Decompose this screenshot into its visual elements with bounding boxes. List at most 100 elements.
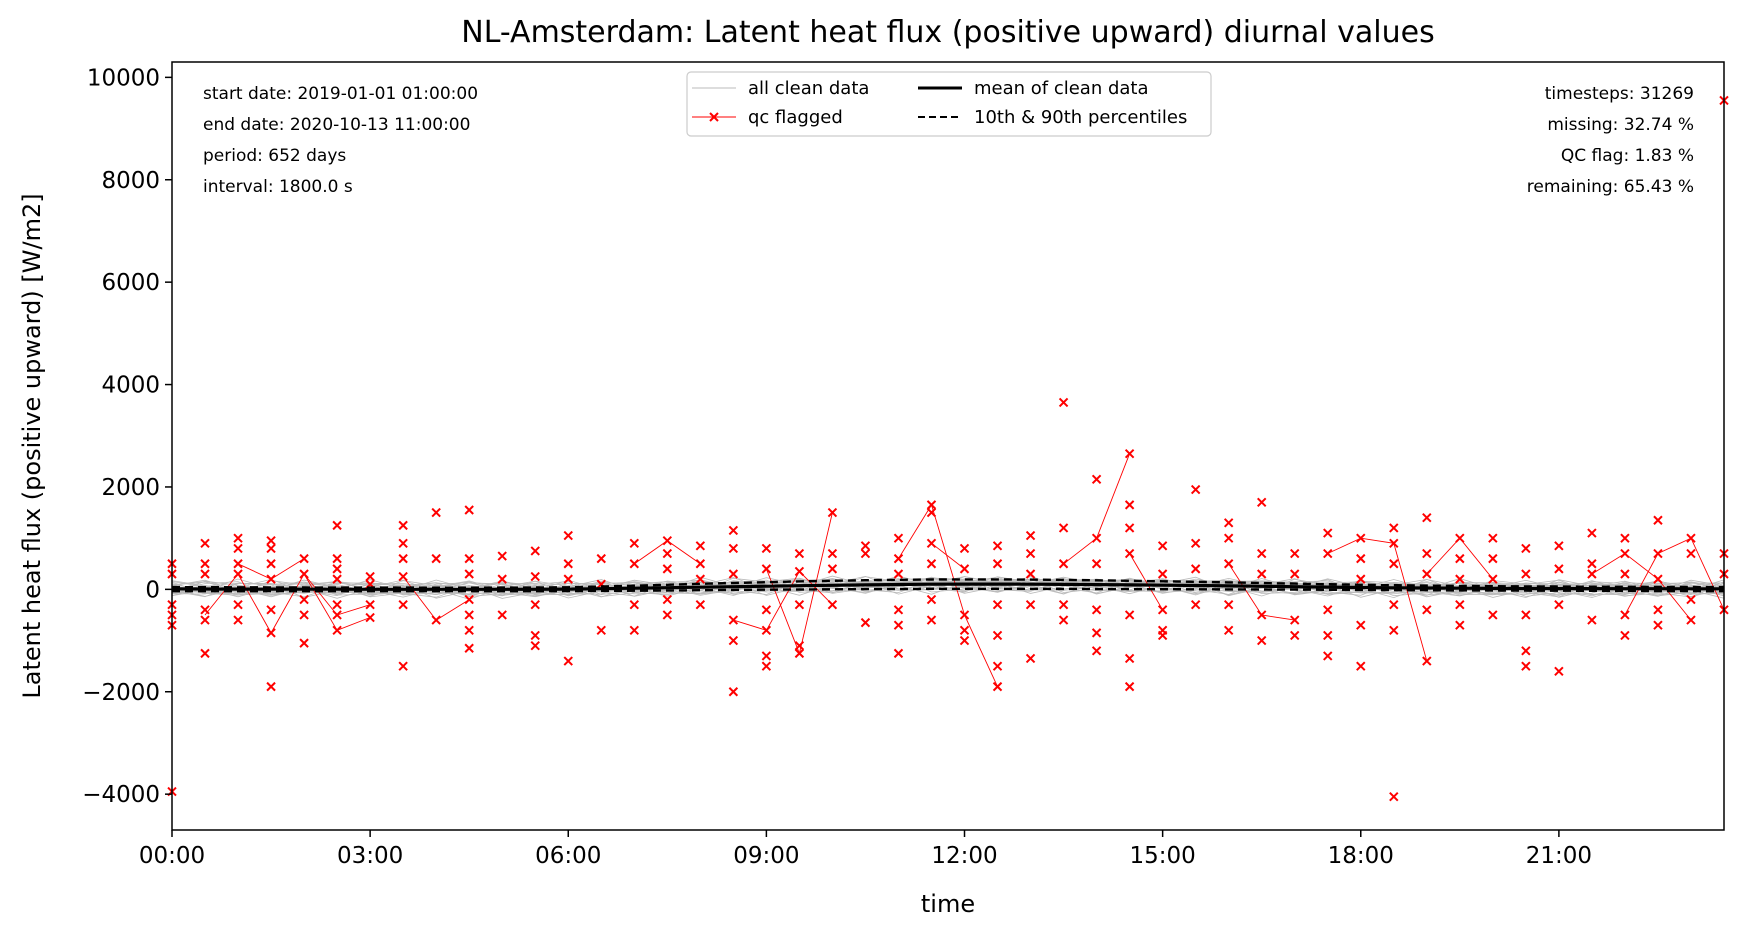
- qc-flagged-point: [299, 638, 309, 648]
- qc-flagged-line: [733, 570, 833, 631]
- qc-flagged-point: [1587, 559, 1597, 569]
- qc-flagged-point: [266, 681, 276, 692]
- x-tick-label: 18:00: [1328, 843, 1394, 869]
- qc-flagged-point: [464, 625, 474, 636]
- qc-flagged-point: [1223, 533, 1234, 543]
- qc-flagged-point: [530, 630, 540, 641]
- qc-flagged-point: [1091, 605, 1102, 615]
- qc-flagged-point: [992, 630, 1003, 641]
- qc-flagged-point: [1554, 541, 1564, 551]
- info-right-line: timesteps: 31269: [1545, 84, 1694, 104]
- qc-flagged-point: [1025, 530, 1036, 541]
- qc-flagged-point: [1223, 559, 1234, 569]
- qc-flagged-point: [563, 559, 573, 569]
- y-tick-label: 4000: [101, 373, 160, 399]
- qc-flagged-point: [728, 543, 739, 554]
- qc-flagged-point: [893, 620, 904, 630]
- qc-flagged-point: [530, 600, 540, 610]
- legend-swatch-qc-marker: [709, 112, 719, 122]
- qc-flagged-point: [695, 574, 706, 584]
- qc-flagged-point: [860, 541, 871, 551]
- qc-flagged-point: [1686, 615, 1696, 625]
- qc-flagged-point: [1025, 653, 1036, 664]
- qc-flagged-point: [1323, 630, 1333, 641]
- legend-box: [686, 71, 1212, 137]
- qc-flagged-point: [1356, 661, 1366, 671]
- qc-flagged-point: [1058, 523, 1069, 533]
- qc-flagged-point: [1157, 569, 1168, 579]
- qc-flagged-point: [365, 612, 375, 623]
- qc-flagged-point: [794, 640, 805, 651]
- info-right-line: QC flag: 1.83 %: [1561, 146, 1694, 166]
- qc-flagged-point: [893, 648, 904, 659]
- qc-flagged-point: [464, 553, 474, 564]
- qc-flagged-point: [926, 594, 937, 605]
- qc-flagged-point: [629, 625, 640, 636]
- qc-flagged-point: [1620, 610, 1630, 620]
- qc-flagged-point: [1620, 569, 1630, 579]
- info-left-line: interval: 1800.0 s: [203, 177, 353, 197]
- qc-flagged-point: [299, 610, 309, 620]
- qc-flagged-point: [398, 600, 408, 610]
- qc-flagged-point: [200, 605, 210, 615]
- qc-flagged-point: [1290, 548, 1300, 559]
- qc-flagged-point: [1323, 605, 1333, 615]
- qc-flagged-point: [1157, 541, 1168, 551]
- qc-flagged-point: [1058, 559, 1069, 569]
- y-tick-label: 6000: [101, 270, 160, 296]
- qc-flagged-point: [365, 571, 375, 582]
- qc-flagged-line: [204, 573, 371, 634]
- qc-flagged-point: [464, 594, 474, 605]
- qc-flagged-point: [1190, 600, 1201, 610]
- mean-and-percentile-lines: [171, 578, 1725, 593]
- qc-flagged-point: [1190, 484, 1201, 495]
- x-tick-label: 09:00: [733, 843, 799, 869]
- qc-flagged-point: [365, 600, 375, 610]
- qc-flagged-point: [1356, 533, 1366, 543]
- qc-flagged-point: [1686, 594, 1696, 605]
- qc-flagged-point: [332, 553, 342, 564]
- qc-flagged-point: [728, 569, 739, 579]
- qc-flagged-point: [332, 564, 342, 574]
- qc-flagged-point: [1587, 615, 1597, 625]
- qc-flagged-point: [1389, 625, 1399, 636]
- qc-flagged-point: [1521, 543, 1531, 554]
- qc-flagged-point: [992, 681, 1003, 692]
- info-right-line: missing: 32.74 %: [1547, 115, 1694, 135]
- qc-flagged-point: [1323, 528, 1333, 538]
- clean-data-line: [171, 577, 1725, 599]
- qc-flagged-point: [266, 536, 276, 546]
- qc-flagged-point: [662, 564, 673, 574]
- y-tick-label: −4000: [82, 782, 160, 808]
- qc-flagged-point: [926, 538, 937, 548]
- x-tick-label: 21:00: [1526, 843, 1592, 869]
- qc-flagged-point: [1653, 605, 1663, 615]
- qc-flagged-point: [1488, 610, 1498, 620]
- qc-flagged-point: [266, 574, 276, 584]
- qc-flagged-point: [1488, 574, 1498, 584]
- qc-flagged-point: [1554, 564, 1564, 574]
- qc-flagged-point: [332, 574, 342, 584]
- qc-flagged-point: [1190, 538, 1201, 548]
- qc-flagged-point: [1091, 533, 1102, 543]
- qc-flagged-point: [827, 507, 838, 518]
- qc-flagged-point: [398, 553, 408, 564]
- clean-data-line: [171, 576, 1725, 596]
- qc-flagged-point: [497, 574, 507, 584]
- qc-flagged-point: [464, 610, 474, 620]
- qc-flagged-point: [926, 507, 937, 518]
- qc-flagged-point: [827, 600, 838, 610]
- qc-flagged-points: [167, 95, 1729, 802]
- qc-flagged-point: [662, 594, 673, 605]
- qc-flagged-point: [1256, 635, 1267, 646]
- qc-flagged-point: [200, 569, 210, 579]
- qc-flagged-point: [431, 553, 441, 564]
- qc-flagged-point: [959, 610, 970, 620]
- qc-flagged-point: [728, 525, 739, 536]
- qc-flagged-point: [266, 628, 276, 638]
- legend-label-mean: mean of clean data: [974, 78, 1149, 99]
- qc-flagged-point: [266, 605, 276, 615]
- qc-flagged-point: [398, 571, 408, 582]
- qc-flagged-point: [1422, 569, 1432, 579]
- y-axis-ticks: −4000 −2000 0 2000 4000 6000 8000 10000: [82, 65, 172, 808]
